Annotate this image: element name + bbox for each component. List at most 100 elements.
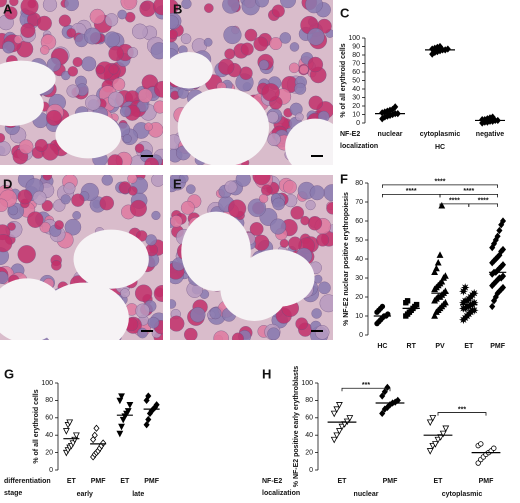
cell bbox=[66, 84, 80, 98]
y-tick-label: 100 bbox=[301, 380, 313, 387]
cell bbox=[136, 230, 148, 242]
y-tick-label: 0 bbox=[356, 120, 360, 127]
data-point bbox=[475, 460, 481, 466]
cell bbox=[39, 45, 50, 55]
micrograph: B bbox=[170, 0, 333, 165]
cell bbox=[253, 36, 269, 52]
data-point bbox=[431, 268, 439, 276]
cell bbox=[295, 317, 308, 331]
x-tick-label: PMF bbox=[91, 478, 107, 485]
cell bbox=[266, 111, 279, 124]
cell bbox=[107, 91, 125, 108]
cell bbox=[244, 28, 258, 42]
cell bbox=[283, 180, 297, 194]
cell bbox=[299, 64, 309, 75]
cell bbox=[261, 83, 280, 102]
y-tick-label: 90 bbox=[352, 43, 360, 50]
cell bbox=[112, 77, 126, 91]
fat-space bbox=[170, 52, 213, 89]
significance-label: **** bbox=[463, 188, 474, 195]
data-point bbox=[379, 303, 386, 310]
micrograph-content bbox=[0, 0, 163, 165]
y-axis-label: % of all erythroid cells bbox=[340, 43, 347, 117]
cell bbox=[153, 80, 163, 98]
cell bbox=[42, 0, 58, 12]
cell bbox=[294, 82, 307, 95]
y-tick-label: 60 bbox=[45, 415, 53, 422]
cell bbox=[127, 175, 138, 184]
fat-space bbox=[220, 257, 289, 321]
data-point bbox=[441, 272, 449, 279]
y-tick-label: 60 bbox=[352, 69, 360, 76]
data-point bbox=[441, 298, 449, 306]
cell bbox=[258, 59, 270, 71]
cell bbox=[190, 307, 206, 323]
x-tick-label: PMF bbox=[490, 343, 506, 350]
cell bbox=[151, 210, 161, 220]
cell bbox=[51, 260, 62, 271]
cell bbox=[235, 175, 251, 187]
row-label: differentiation bbox=[4, 478, 51, 485]
significance-label: **** bbox=[478, 198, 489, 205]
panel-label: G bbox=[4, 366, 14, 381]
x-tick-label: nuclear bbox=[378, 131, 403, 138]
data-point bbox=[469, 288, 479, 298]
y-tick-label: 80 bbox=[305, 397, 313, 404]
data-point bbox=[145, 415, 152, 424]
cell bbox=[204, 3, 214, 13]
data-point bbox=[460, 283, 470, 292]
cell bbox=[18, 139, 34, 155]
cell bbox=[101, 175, 113, 186]
cell bbox=[218, 58, 235, 75]
cell bbox=[305, 0, 323, 14]
x-tick-label: ET bbox=[338, 478, 348, 485]
cell bbox=[134, 284, 153, 302]
cell bbox=[288, 62, 300, 74]
y-tick-label: 20 bbox=[305, 449, 313, 456]
cell bbox=[2, 41, 15, 54]
data-point bbox=[413, 301, 420, 308]
cell bbox=[67, 66, 78, 77]
cell bbox=[183, 327, 198, 340]
cell bbox=[267, 327, 281, 340]
data-point bbox=[118, 393, 125, 400]
cell bbox=[42, 175, 53, 181]
cell bbox=[240, 42, 254, 56]
significance-bracket bbox=[439, 194, 498, 198]
cell bbox=[137, 88, 153, 104]
panel-label: C bbox=[340, 5, 350, 20]
y-tick-label: 50 bbox=[355, 237, 363, 244]
cell bbox=[122, 134, 132, 144]
micrograph: D bbox=[0, 175, 163, 340]
data-point bbox=[499, 217, 507, 225]
scale-bar bbox=[141, 155, 153, 157]
cell bbox=[153, 0, 163, 16]
data-point bbox=[335, 402, 343, 409]
significance-bracket bbox=[468, 203, 498, 207]
cell bbox=[147, 316, 160, 329]
y-tick-label: 30 bbox=[352, 94, 360, 101]
cell bbox=[280, 0, 296, 9]
data-point bbox=[478, 441, 484, 447]
y-tick-label: 40 bbox=[305, 432, 313, 439]
data-point bbox=[72, 432, 80, 440]
data-point bbox=[431, 312, 439, 319]
cell bbox=[295, 112, 304, 122]
cell bbox=[170, 215, 183, 228]
y-tick-label: 100 bbox=[348, 35, 360, 42]
micrograph-content bbox=[170, 175, 333, 340]
cell bbox=[99, 195, 115, 211]
cell bbox=[60, 194, 71, 205]
y-tick-label: 40 bbox=[355, 256, 363, 263]
cell bbox=[224, 180, 238, 194]
y-tick-label: 0 bbox=[359, 332, 363, 339]
cell bbox=[311, 308, 322, 319]
group-label: early bbox=[77, 491, 93, 498]
cell bbox=[27, 211, 44, 228]
cell bbox=[316, 233, 330, 247]
cell bbox=[203, 37, 213, 47]
cell bbox=[170, 29, 178, 40]
y-tick-label: 70 bbox=[352, 60, 360, 67]
row-label: NF-E2 bbox=[340, 131, 360, 138]
